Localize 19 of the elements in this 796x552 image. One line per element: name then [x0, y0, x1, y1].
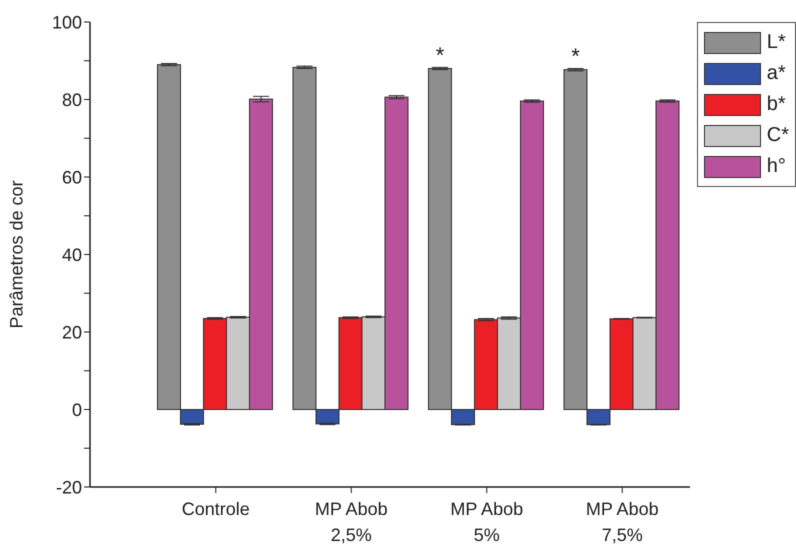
- legend-label: C*: [766, 124, 789, 147]
- y-tick-label: 80: [62, 90, 82, 110]
- y-tick-label: 0: [72, 400, 82, 420]
- x-tick-label: MP Abob 5%: [450, 499, 524, 545]
- legend-label: a*: [766, 62, 786, 85]
- data-label: *: [436, 42, 445, 68]
- data-label: *: [571, 44, 580, 69]
- x-tick-label: MP Abob 2,5%: [314, 499, 388, 545]
- legend-label: h°: [766, 155, 786, 178]
- x-tick-label: MP Abob 7,5%: [586, 499, 659, 545]
- y-tick-label: 100: [52, 12, 82, 32]
- y-tick-label: 20: [62, 322, 82, 342]
- y-tick-label: -20: [56, 477, 82, 498]
- x-tick-label: Controle: [182, 499, 250, 519]
- y-tick-label: 60: [62, 167, 82, 188]
- y-axis-title: Parâmetros de cor: [6, 180, 26, 329]
- y-tick-label: 40: [62, 244, 82, 265]
- legend-label: b*: [766, 93, 786, 116]
- legend-label: L*: [766, 31, 786, 54]
